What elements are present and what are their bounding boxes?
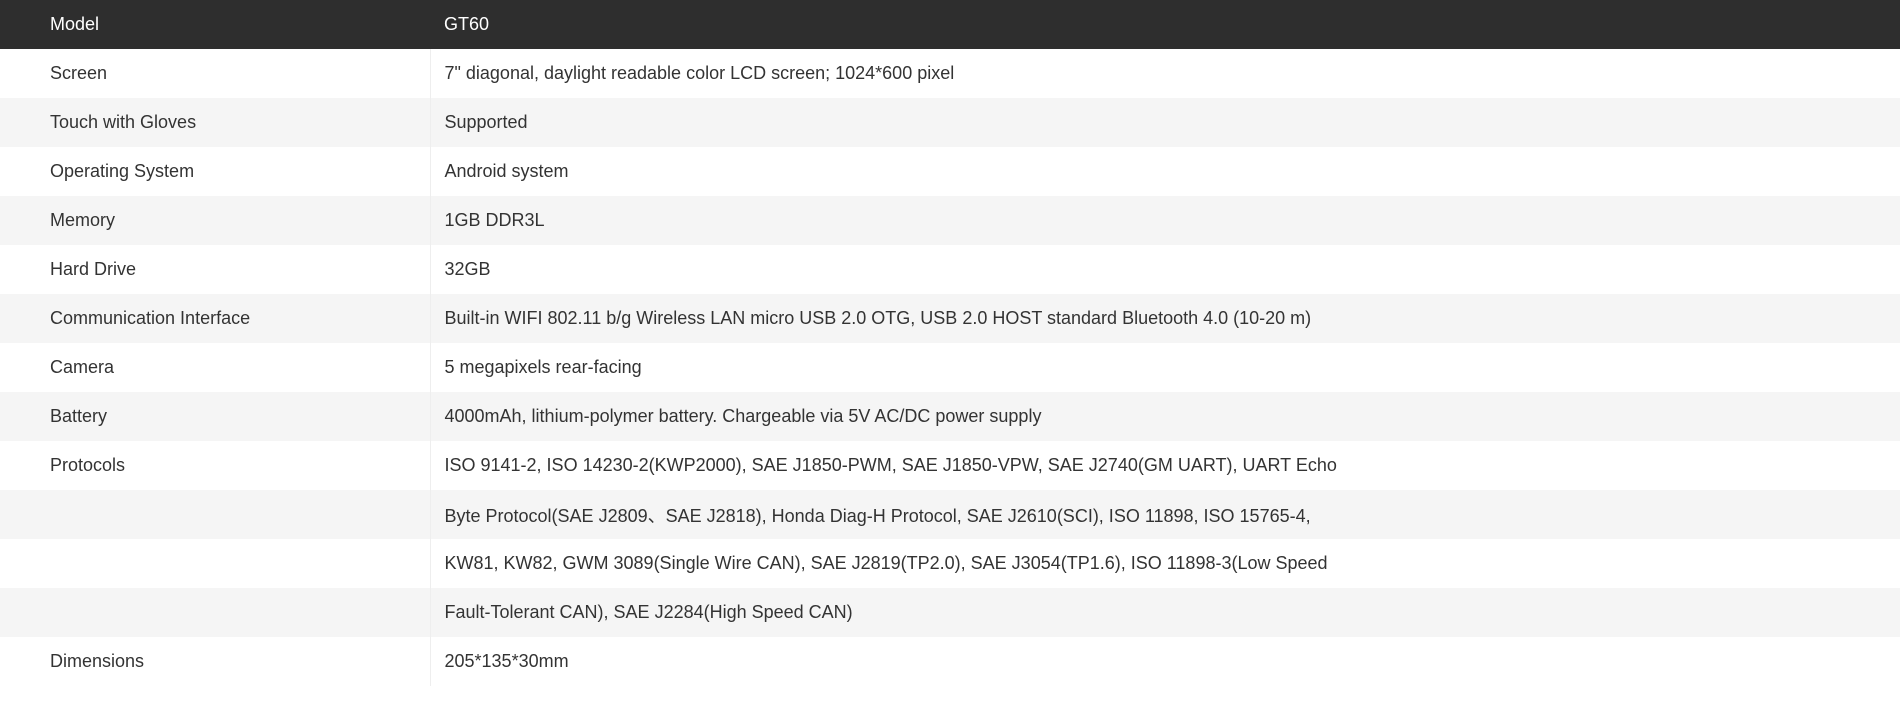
- row-value: Android system: [430, 147, 1900, 196]
- spec-table-body: Model GT60 Screen 7" diagonal, daylight …: [0, 0, 1900, 686]
- row-label: Hard Drive: [0, 245, 430, 294]
- row-label: Communication Interface: [0, 294, 430, 343]
- row-label: [0, 490, 430, 539]
- header-label: Model: [0, 0, 430, 49]
- spec-table: Model GT60 Screen 7" diagonal, daylight …: [0, 0, 1900, 686]
- row-label: Screen: [0, 49, 430, 98]
- table-row: Byte Protocol(SAE J2809、SAE J2818), Hond…: [0, 490, 1900, 539]
- row-value: Fault-Tolerant CAN), SAE J2284(High Spee…: [430, 588, 1900, 637]
- row-label: Camera: [0, 343, 430, 392]
- row-value: 32GB: [430, 245, 1900, 294]
- row-value: KW81, KW82, GWM 3089(Single Wire CAN), S…: [430, 539, 1900, 588]
- header-value: GT60: [430, 0, 1900, 49]
- row-label: Dimensions: [0, 637, 430, 686]
- table-row: Touch with Gloves Supported: [0, 98, 1900, 147]
- table-row: Hard Drive 32GB: [0, 245, 1900, 294]
- row-value: Byte Protocol(SAE J2809、SAE J2818), Hond…: [430, 490, 1900, 539]
- row-label: [0, 588, 430, 637]
- row-label: Operating System: [0, 147, 430, 196]
- table-row: Fault-Tolerant CAN), SAE J2284(High Spee…: [0, 588, 1900, 637]
- row-value: 1GB DDR3L: [430, 196, 1900, 245]
- row-value: Built-in WIFI 802.11 b/g Wireless LAN mi…: [430, 294, 1900, 343]
- table-row: Communication Interface Built-in WIFI 80…: [0, 294, 1900, 343]
- row-value: ISO 9141-2, ISO 14230-2(KWP2000), SAE J1…: [430, 441, 1900, 490]
- table-row: Battery 4000mAh, lithium-polymer battery…: [0, 392, 1900, 441]
- table-row: Dimensions 205*135*30mm: [0, 637, 1900, 686]
- table-row: Protocols ISO 9141-2, ISO 14230-2(KWP200…: [0, 441, 1900, 490]
- row-value: Supported: [430, 98, 1900, 147]
- row-label: Protocols: [0, 441, 430, 490]
- table-row: Camera 5 megapixels rear-facing: [0, 343, 1900, 392]
- table-header-row: Model GT60: [0, 0, 1900, 49]
- row-label: Battery: [0, 392, 430, 441]
- row-value: 7" diagonal, daylight readable color LCD…: [430, 49, 1900, 98]
- table-row: Operating System Android system: [0, 147, 1900, 196]
- table-row: Memory 1GB DDR3L: [0, 196, 1900, 245]
- table-row: KW81, KW82, GWM 3089(Single Wire CAN), S…: [0, 539, 1900, 588]
- row-label: [0, 539, 430, 588]
- row-label: Memory: [0, 196, 430, 245]
- row-value: 5 megapixels rear-facing: [430, 343, 1900, 392]
- row-value: 205*135*30mm: [430, 637, 1900, 686]
- row-label: Touch with Gloves: [0, 98, 430, 147]
- row-value: 4000mAh, lithium-polymer battery. Charge…: [430, 392, 1900, 441]
- table-row: Screen 7" diagonal, daylight readable co…: [0, 49, 1900, 98]
